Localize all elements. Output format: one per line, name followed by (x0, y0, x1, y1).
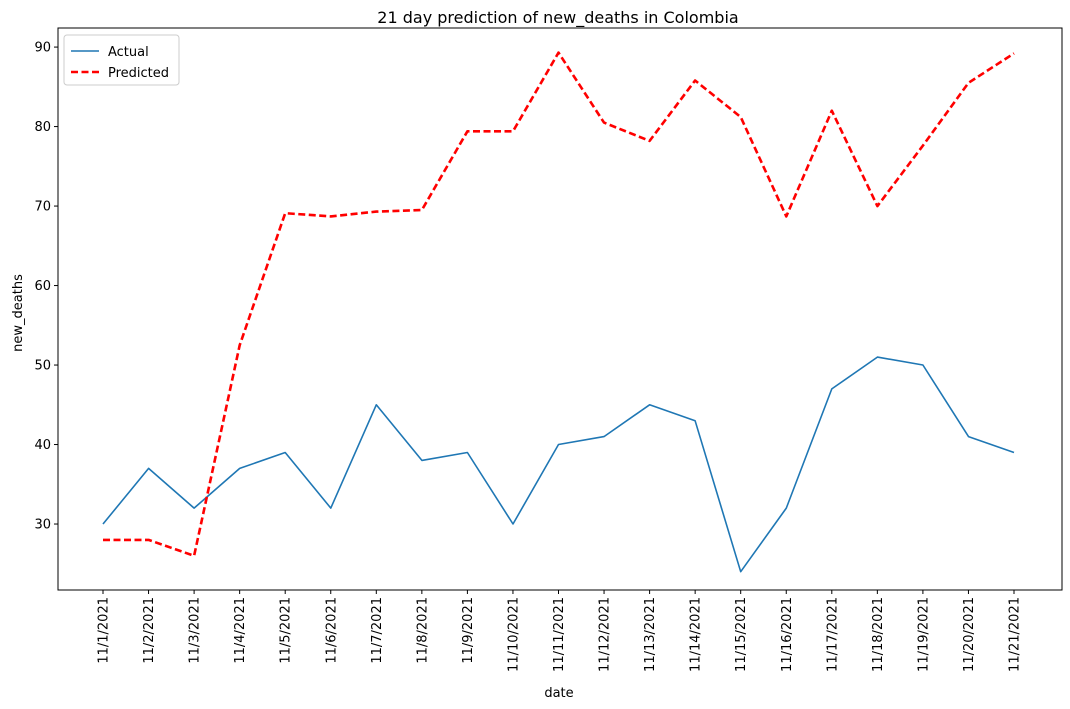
x-tick-label: 11/19/2021 (916, 597, 931, 672)
y-tick-label: 70 (34, 200, 51, 215)
series-line-predicted (103, 51, 1015, 558)
x-tick-label: 11/6/2021 (324, 597, 339, 664)
x-tick-label: 11/18/2021 (871, 597, 886, 672)
x-tick-label: 11/4/2021 (233, 597, 248, 664)
legend-label-actual: Actual (108, 45, 149, 60)
x-tick-label: 11/17/2021 (825, 597, 840, 672)
series-layer (102, 51, 1015, 573)
x-tick-label: 11/1/2021 (97, 597, 112, 664)
y-tick-label: 50 (34, 359, 51, 374)
y-tick-label: 60 (34, 279, 51, 294)
y-tick-label: 40 (34, 438, 51, 453)
plot-area-frame (57, 27, 1063, 591)
x-tick-label: 11/14/2021 (689, 597, 704, 672)
x-tick-label: 11/5/2021 (279, 597, 294, 664)
x-tick-label: 11/8/2021 (415, 597, 430, 664)
x-tick-label: 11/7/2021 (370, 597, 385, 664)
legend-label-predicted: Predicted (108, 66, 169, 81)
x-axis-title: date (544, 686, 573, 701)
x-tick-label: 11/9/2021 (461, 597, 476, 664)
x-tick-label: 11/2/2021 (142, 597, 157, 664)
y-axis: 30 40 50 60 70 80 90 (34, 41, 58, 533)
x-tick-label: 11/15/2021 (734, 597, 749, 672)
legend: Actual Predicted (63, 34, 180, 86)
y-axis-title: new_deaths (11, 274, 26, 352)
y-tick-label: 80 (34, 120, 51, 135)
x-axis: 11/1/2021 11/2/2021 11/3/2021 11/4/2021 11/5… (97, 590, 1023, 672)
y-tick-label: 90 (34, 41, 51, 56)
chart-title: 21 day prediction of new_deaths in Colom… (377, 8, 738, 28)
x-tick-label: 11/12/2021 (598, 597, 613, 672)
x-tick-label: 11/13/2021 (643, 597, 658, 672)
x-tick-label: 11/20/2021 (962, 597, 977, 672)
x-tick-label: 11/21/2021 (1008, 597, 1023, 672)
x-tick-label: 11/3/2021 (188, 597, 203, 664)
x-tick-label: 11/16/2021 (780, 597, 795, 672)
x-tick-label: 11/11/2021 (552, 597, 567, 672)
x-tick-label: 11/10/2021 (506, 597, 521, 672)
series-line-actual (102, 356, 1015, 573)
y-tick-label: 30 (34, 518, 51, 533)
